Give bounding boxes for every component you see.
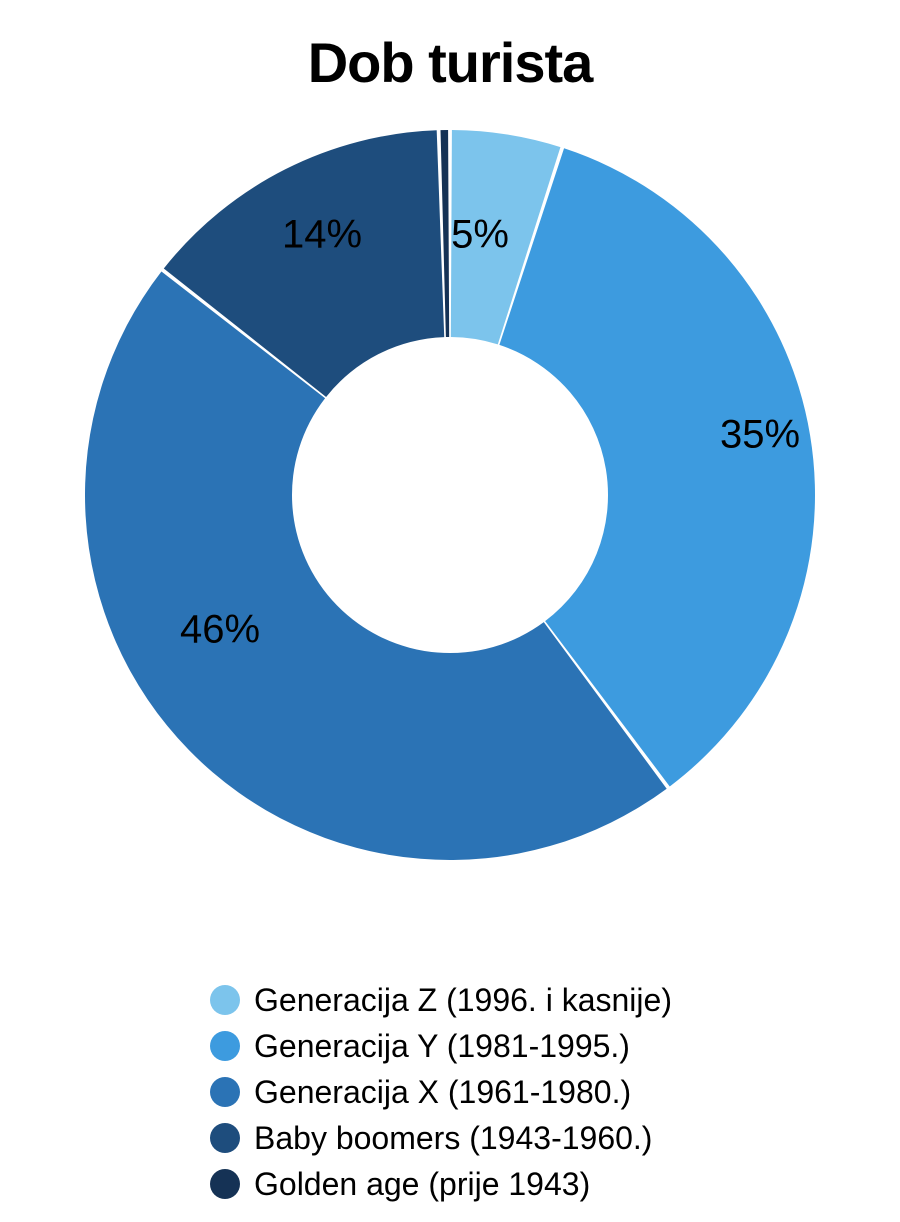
legend: Generacija Z (1996. i kasnije) Generacija…: [210, 980, 672, 1210]
legend-swatch-golden: [210, 1169, 240, 1199]
legend-swatch-gen_x: [210, 1077, 240, 1107]
legend-label-boomers: Baby boomers (1943-1960.): [254, 1118, 652, 1158]
slice-label-boomers: 14%: [282, 213, 362, 258]
legend-label-gen_z: Generacija Z (1996. i kasnije): [254, 980, 672, 1020]
slice-label-gen_z: 5%: [451, 213, 509, 258]
legend-item-gen_y: Generacija Y (1981-1995.): [210, 1026, 672, 1066]
donut-svg: [85, 130, 815, 860]
legend-item-gen_x: Generacija X (1961-1980.): [210, 1072, 672, 1112]
chart-title: Dob turista: [0, 30, 900, 95]
slice-label-gen_x: 46%: [180, 608, 260, 653]
donut-chart: 5% 35% 46% 14%: [85, 130, 815, 860]
slice-label-gen_y: 35%: [720, 413, 800, 458]
page: Dob turista 5% 35% 46% 14% Generacija Z (19…: [0, 0, 900, 1222]
legend-swatch-boomers: [210, 1123, 240, 1153]
legend-label-golden: Golden age (prije 1943): [254, 1164, 590, 1204]
legend-item-boomers: Baby boomers (1943-1960.): [210, 1118, 672, 1158]
legend-swatch-gen_z: [210, 985, 240, 1015]
legend-label-gen_y: Generacija Y (1981-1995.): [254, 1026, 630, 1066]
legend-swatch-gen_y: [210, 1031, 240, 1061]
legend-label-gen_x: Generacija X (1961-1980.): [254, 1072, 631, 1112]
legend-item-gen_z: Generacija Z (1996. i kasnije): [210, 980, 672, 1020]
legend-item-golden: Golden age (prije 1943): [210, 1164, 672, 1204]
